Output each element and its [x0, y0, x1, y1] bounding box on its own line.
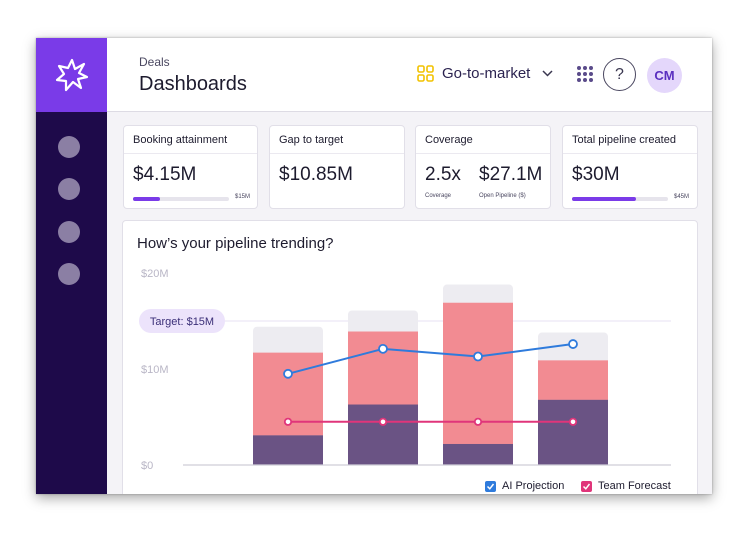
bar-remaining-base [348, 314, 418, 332]
help-button[interactable]: ? [603, 58, 636, 91]
card-title: Gap to target [279, 134, 344, 146]
header: Deals Dashboards Go-to-market ? [107, 38, 712, 112]
card-value: $10.85M [279, 164, 353, 185]
card-value: $30M [572, 164, 620, 185]
logo[interactable] [36, 38, 107, 112]
legend-team-forecast[interactable]: Team Forecast [581, 480, 671, 492]
progress-fill [133, 197, 160, 201]
four-squares-icon [417, 65, 434, 82]
card-divider [270, 153, 404, 154]
bar-remaining-base [443, 288, 513, 303]
card-title: Total pipeline created [572, 134, 676, 146]
ai-projection-line-point [283, 368, 293, 379]
ai-projection-line-point [568, 339, 578, 349]
coverage-ratio: 2.5x [425, 164, 461, 185]
target-pill [139, 309, 225, 333]
page-title: Dashboards [139, 73, 247, 95]
sidebar-item-3[interactable] [58, 221, 80, 243]
team-forecast-line-point [283, 417, 293, 426]
card-gap-to-target: Gap to target $10.85M [269, 125, 405, 209]
workspace-label: Go-to-market [442, 65, 531, 82]
open-pipeline-label: Open Pipeline ($) [479, 193, 526, 199]
ai-projection-line [287, 343, 574, 375]
sidebar-item-2[interactable] [58, 178, 80, 200]
sidebar-item-1[interactable] [58, 136, 80, 158]
card-coverage: Coverage 2.5x $27.1M Coverage Open Pipel… [415, 125, 551, 209]
bar-pipeline [538, 360, 608, 400]
target-label: Target: $15M [150, 316, 214, 328]
sidebar-item-4[interactable] [58, 263, 80, 285]
checkbox-checked-icon[interactable] [485, 480, 496, 492]
legend-ai-projection[interactable]: AI Projection [485, 480, 564, 492]
legend-label: Team Forecast [598, 480, 671, 492]
starburst-logo-icon [55, 58, 88, 92]
card-title: Coverage [425, 134, 473, 146]
card-divider [124, 153, 257, 154]
ai-projection-line-point [473, 351, 483, 362]
bar-remaining-base [253, 330, 323, 353]
bar-committed [253, 435, 323, 465]
team-forecast-line-point [568, 417, 578, 426]
bar-pipeline [348, 331, 418, 405]
card-divider [563, 153, 697, 154]
team-forecast-line-point [378, 417, 388, 426]
card-value: $4.15M [133, 164, 197, 185]
card-divider [416, 153, 550, 154]
chevron-down-icon [542, 70, 553, 77]
progress-track [133, 197, 229, 201]
bar-committed [443, 443, 513, 465]
ai-projection-line-point [378, 343, 388, 354]
legend-label: AI Projection [502, 480, 565, 492]
chart-title: How’s your pipeline trending? [137, 235, 334, 252]
progress-max-label: $15M [235, 194, 251, 200]
y-tick-label: $10M [141, 364, 169, 376]
y-tick-label: $20M [141, 268, 169, 280]
coverage-ratio-label: Coverage [425, 193, 452, 199]
open-pipeline-value: $27.1M [479, 164, 543, 185]
y-tick-label: $0 [141, 460, 153, 472]
progress-fill [572, 197, 637, 201]
card-title: Booking attainment [133, 134, 228, 146]
checkbox-checked-icon[interactable] [581, 480, 592, 492]
apps-grid-icon[interactable] [576, 65, 594, 83]
progress-max-label: $45M [674, 194, 690, 200]
avatar[interactable]: CM [647, 58, 682, 93]
main-area: Deals Dashboards Go-to-market ? [107, 38, 712, 494]
pipeline-chart: $0 $10M $20M Target: $15M [139, 268, 671, 472]
sidebar [36, 38, 107, 494]
team-forecast-line-point [473, 417, 483, 426]
bar-committed [538, 399, 608, 465]
card-booking-attainment: Booking attainment $4.15M $15M [123, 125, 258, 209]
breadcrumb[interactable]: Deals [139, 55, 170, 69]
card-total-pipeline: Total pipeline created $30M $45M [562, 125, 698, 209]
workspace-select[interactable]: Go-to-market [417, 65, 553, 82]
app-window: Deals Dashboards Go-to-market ? [36, 38, 712, 494]
bar-committed [348, 404, 418, 465]
progress-track [572, 197, 668, 201]
pipeline-chart-card: $0 $10M $20M Target: $15M How’s your pipeli… [122, 220, 698, 494]
